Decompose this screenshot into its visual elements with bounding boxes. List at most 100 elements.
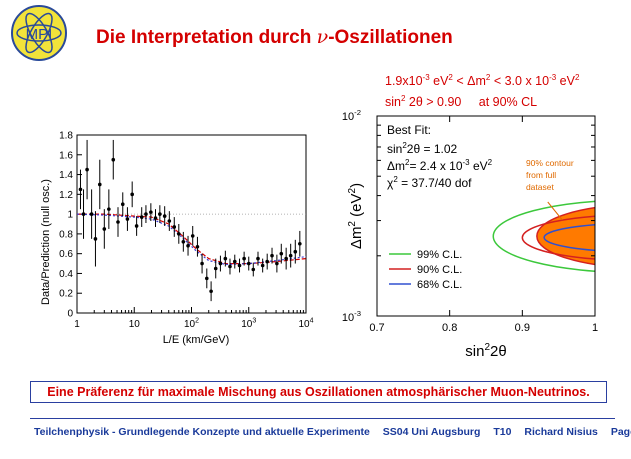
le-data-point: [242, 256, 246, 261]
le-data-point: [116, 220, 120, 224]
le-data-point: [149, 210, 153, 214]
contour-x-tick-label: 0.7: [369, 322, 384, 334]
oscillation-contour-plot: 0.7 0.8 0.9 1 10-2 10-3 sin22θ Δm2 (eV2) Best Fi…: [342, 108, 598, 360]
le-data-point: [232, 259, 237, 264]
contour-annotation-pointer: [547, 201, 563, 221]
contour-area: [492, 200, 595, 272]
footer-divider: [30, 418, 615, 419]
contour-line: [521, 215, 595, 260]
le-data-point: [176, 232, 181, 236]
best-fit-line: sin22θ = 1.02: [387, 141, 458, 156]
le-data-point: [107, 207, 111, 211]
le-x-tick-label: 1: [74, 319, 80, 330]
legend-label: 68% C.L.: [417, 279, 462, 291]
contour-x-tick-label: 1: [592, 322, 598, 334]
le-data-point: [279, 251, 284, 256]
nu-symbol: ν: [316, 26, 329, 48]
le-data-point: [167, 219, 172, 223]
le-data-point: [134, 224, 139, 228]
title-suffix: -Oszillationen: [328, 27, 453, 48]
le-x-tick-label: 104: [298, 318, 313, 331]
le-data-point: [256, 256, 260, 261]
le-data-point: [218, 261, 223, 266]
le-fit-curve: [77, 213, 307, 265]
le-ratio-plot: 0 0.2 0.4 0.6 0.8 1 1.2 1.4 1.6 1.8 1 10 102 103 104 L…: [40, 131, 314, 347]
le-x-tick-label: 10: [129, 319, 141, 330]
le-data-point: [204, 276, 209, 281]
legend-label: 99% C.L.: [417, 249, 462, 261]
le-y-tick-label: 0.2: [59, 289, 73, 300]
contour-line: [543, 224, 595, 252]
contour-y-bottom-label: 10-3: [342, 309, 361, 324]
le-data-point: [102, 227, 107, 231]
le-fit-curve: [76, 213, 307, 266]
le-data-point: [78, 187, 83, 192]
le-data-point: [120, 202, 125, 207]
le-y-tick-label: 1.2: [59, 190, 73, 201]
le-data-point: [284, 256, 288, 261]
le-data-point: [93, 237, 98, 241]
le-data-point: [265, 259, 269, 264]
le-data-point: [172, 225, 177, 229]
le-data-point: [139, 215, 144, 219]
le-data-point: [195, 244, 200, 249]
le-y-tick-label: 0.4: [59, 269, 73, 280]
le-data-point: [181, 240, 186, 244]
slide-title: Die Interpretation durch ν-Oszillationen: [96, 26, 453, 49]
le-data-point: [260, 263, 265, 268]
le-x-tick-label: 102: [184, 318, 199, 331]
le-x-tick-label: 103: [241, 318, 256, 331]
le-data-point: [251, 267, 256, 272]
le-data-point: [200, 261, 204, 266]
le-data-point: [130, 192, 134, 197]
footer-author: Richard Nisius: [524, 426, 598, 438]
contour-annotation-line: from full: [526, 170, 556, 180]
le-data-point: [288, 253, 293, 258]
le-data-point: [144, 212, 148, 216]
le-data-point: [158, 212, 162, 216]
le-x-axis-label: L/E (km/GeV): [163, 334, 230, 346]
contour-y-axis-label: Δm2 (eV2): [347, 183, 365, 249]
le-data-point: [298, 241, 302, 246]
contour-annotation-line: dataset: [526, 182, 555, 192]
contour-x-tick-label: 0.9: [515, 322, 530, 334]
best-fit-line: χ2 = 37.7/40 dof: [387, 175, 472, 190]
contour-plot-frame: [376, 115, 596, 317]
le-data-point: [275, 261, 279, 266]
le-y-tick-label: 0.8: [59, 229, 73, 240]
le-data-point: [125, 217, 130, 221]
footer-page: Page 20: [610, 426, 631, 438]
le-data-point: [97, 182, 102, 187]
le-data-point: [270, 253, 274, 258]
le-data-point: [246, 261, 251, 266]
le-data-point: [85, 167, 89, 172]
le-y-axis-label: Data/Prediction (null osc.): [40, 179, 52, 305]
conclusion-box: Eine Präferenz für maximale Mischung aus…: [30, 381, 607, 403]
le-y-tick-label: 1: [67, 210, 73, 221]
contour-y-top-label: 10-2: [342, 108, 361, 123]
le-y-tick-label: 0.6: [59, 249, 73, 260]
filled-full-dataset-region: [536, 207, 595, 266]
le-data-point: [89, 212, 94, 216]
best-fit-line: Δm2= 2.4 x 10-3 eV2: [387, 158, 493, 173]
le-y-tick-label: 1.8: [59, 131, 73, 142]
footer-course: Teilchenphysik - Grundlegende Konzepte u…: [34, 426, 370, 438]
le-y-tick-label: 0: [67, 309, 73, 320]
le-data-point: [190, 234, 195, 238]
le-data-point: [162, 214, 167, 218]
le-data-point: [153, 216, 158, 220]
le-data-point: [209, 289, 213, 294]
title-prefix: Die Interpretation durch: [96, 27, 317, 48]
le-data-point: [111, 157, 116, 162]
le-data-point: [228, 264, 232, 269]
le-data-point: [81, 212, 86, 216]
contour-x-axis-label: sin22θ: [465, 342, 506, 360]
allowed-range-text: 1.9x10-3 eV2 < Δm2 < 3.0 x 10-3 eV2 sin2…: [385, 73, 580, 109]
le-data-point: [186, 243, 190, 248]
contour-x-tick-label: 0.8: [442, 322, 457, 334]
best-fit-heading: Best Fit:: [387, 123, 431, 137]
le-plot-frame: [76, 134, 307, 314]
le-y-tick-label: 1.6: [59, 150, 73, 161]
le-data-point: [223, 256, 228, 261]
le-data-point: [237, 263, 242, 268]
